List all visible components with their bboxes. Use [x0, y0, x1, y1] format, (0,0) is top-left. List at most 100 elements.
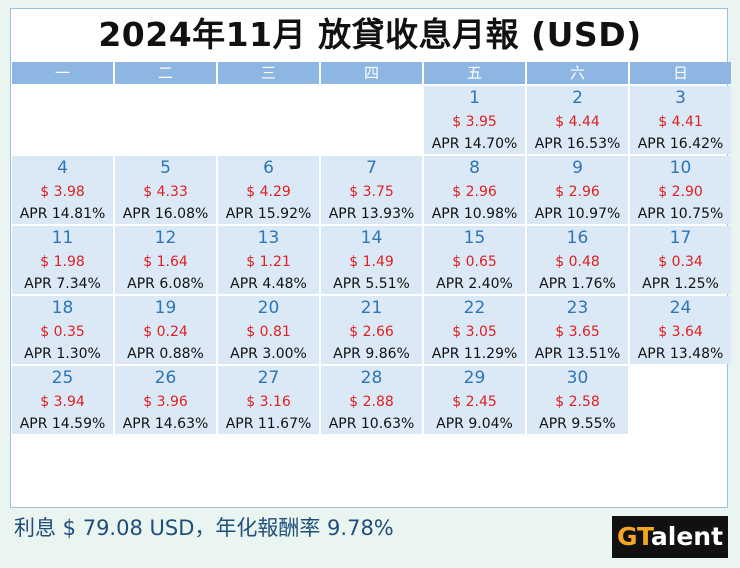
day-cell	[218, 86, 319, 154]
day-number: 20	[257, 298, 280, 318]
apr: APR 14.59%	[19, 416, 106, 432]
interest-amount: $ 1.64	[143, 254, 188, 270]
day-cell	[630, 366, 731, 434]
apr: APR 9.04%	[436, 416, 513, 432]
day-cell: 19 $ 0.24 APR 0.88%	[115, 296, 216, 364]
logo-highlight: GT	[616, 522, 651, 551]
interest-amount: $ 1.49	[349, 254, 394, 270]
apr: APR 10.98%	[431, 206, 518, 222]
apr: APR 1.25%	[642, 276, 719, 292]
day-cell: 26 $ 3.96 APR 14.63%	[115, 366, 216, 434]
weekday-header: 五	[424, 62, 525, 84]
day-number: 25	[51, 368, 74, 388]
apr: APR 10.75%	[637, 206, 724, 222]
weekday-header: 二	[115, 62, 216, 84]
day-cell: 22 $ 3.05 APR 11.29%	[424, 296, 525, 364]
apr: APR 14.81%	[19, 206, 106, 222]
day-cell: 12 $ 1.64 APR 6.08%	[115, 226, 216, 294]
day-number: 30	[566, 368, 589, 388]
day-cell: 14 $ 1.49 APR 5.51%	[321, 226, 422, 294]
day-number: 27	[257, 368, 280, 388]
interest-amount: $ 3.98	[40, 184, 85, 200]
interest-amount: $ 3.96	[143, 394, 188, 410]
day-number: 4	[57, 158, 68, 178]
day-number: 2	[572, 88, 583, 108]
day-number: 13	[257, 228, 280, 248]
interest-amount: $ 2.66	[349, 324, 394, 340]
day-number: 19	[154, 298, 177, 318]
day-cell: 16 $ 0.48 APR 1.76%	[527, 226, 628, 294]
day-cell: 29 $ 2.45 APR 9.04%	[424, 366, 525, 434]
interest-amount: $ 1.98	[40, 254, 85, 270]
day-cell: 2 $ 4.44 APR 16.53%	[527, 86, 628, 154]
interest-amount: $ 4.44	[555, 114, 600, 130]
apr: APR 16.53%	[534, 136, 621, 152]
day-number: 8	[469, 158, 480, 178]
interest-amount: $ 0.65	[452, 254, 497, 270]
day-cell	[321, 86, 422, 154]
apr: APR 13.93%	[328, 206, 415, 222]
day-cell: 15 $ 0.65 APR 2.40%	[424, 226, 525, 294]
interest-amount: $ 2.96	[452, 184, 497, 200]
interest-amount: $ 3.64	[658, 324, 703, 340]
interest-amount: $ 3.05	[452, 324, 497, 340]
day-number: 21	[360, 298, 383, 318]
day-cell: 23 $ 3.65 APR 13.51%	[527, 296, 628, 364]
weekday-header: 日	[630, 62, 731, 84]
interest-amount: $ 2.96	[555, 184, 600, 200]
day-cell: 28 $ 2.88 APR 10.63%	[321, 366, 422, 434]
day-cell: 24 $ 3.64 APR 13.48%	[630, 296, 731, 364]
apr: APR 0.88%	[127, 346, 204, 362]
day-number: 24	[669, 298, 692, 318]
weekday-header: 六	[527, 62, 628, 84]
day-cell: 8 $ 2.96 APR 10.98%	[424, 156, 525, 224]
day-cell: 7 $ 3.75 APR 13.93%	[321, 156, 422, 224]
apr: APR 14.63%	[122, 416, 209, 432]
day-number: 6	[263, 158, 274, 178]
day-number: 11	[51, 228, 74, 248]
day-cell: 10 $ 2.90 APR 10.75%	[630, 156, 731, 224]
interest-amount: $ 4.29	[246, 184, 291, 200]
interest-amount: $ 2.45	[452, 394, 497, 410]
interest-amount: $ 0.48	[555, 254, 600, 270]
day-cell: 3 $ 4.41 APR 16.42%	[630, 86, 731, 154]
interest-amount: $ 3.16	[246, 394, 291, 410]
day-number: 18	[51, 298, 74, 318]
day-number: 5	[160, 158, 171, 178]
logo: GTalent	[612, 516, 728, 558]
apr: APR 3.00%	[230, 346, 307, 362]
apr: APR 11.67%	[225, 416, 312, 432]
day-number: 3	[675, 88, 686, 108]
interest-amount: $ 2.88	[349, 394, 394, 410]
interest-amount: $ 1.21	[246, 254, 291, 270]
apr: APR 9.86%	[333, 346, 410, 362]
interest-amount: $ 0.81	[246, 324, 291, 340]
interest-amount: $ 0.34	[658, 254, 703, 270]
apr: APR 13.51%	[534, 346, 621, 362]
day-cell: 9 $ 2.96 APR 10.97%	[527, 156, 628, 224]
day-cell: 20 $ 0.81 APR 3.00%	[218, 296, 319, 364]
interest-amount: $ 4.41	[658, 114, 703, 130]
apr: APR 5.51%	[333, 276, 410, 292]
day-number: 9	[572, 158, 583, 178]
apr: APR 10.97%	[534, 206, 621, 222]
day-number: 12	[154, 228, 177, 248]
apr: APR 16.42%	[637, 136, 724, 152]
apr: APR 11.29%	[431, 346, 518, 362]
day-number: 28	[360, 368, 383, 388]
weekday-header: 四	[321, 62, 422, 84]
interest-amount: $ 3.95	[452, 114, 497, 130]
apr: APR 10.63%	[328, 416, 415, 432]
interest-amount: $ 0.35	[40, 324, 85, 340]
day-cell: 5 $ 4.33 APR 16.08%	[115, 156, 216, 224]
apr: APR 13.48%	[637, 346, 724, 362]
day-number: 14	[360, 228, 383, 248]
day-number: 7	[366, 158, 377, 178]
day-cell: 27 $ 3.16 APR 11.67%	[218, 366, 319, 434]
interest-amount: $ 2.90	[658, 184, 703, 200]
interest-amount: $ 3.75	[349, 184, 394, 200]
day-cell: 17 $ 0.34 APR 1.25%	[630, 226, 731, 294]
interest-amount: $ 0.24	[143, 324, 188, 340]
apr: APR 15.92%	[225, 206, 312, 222]
